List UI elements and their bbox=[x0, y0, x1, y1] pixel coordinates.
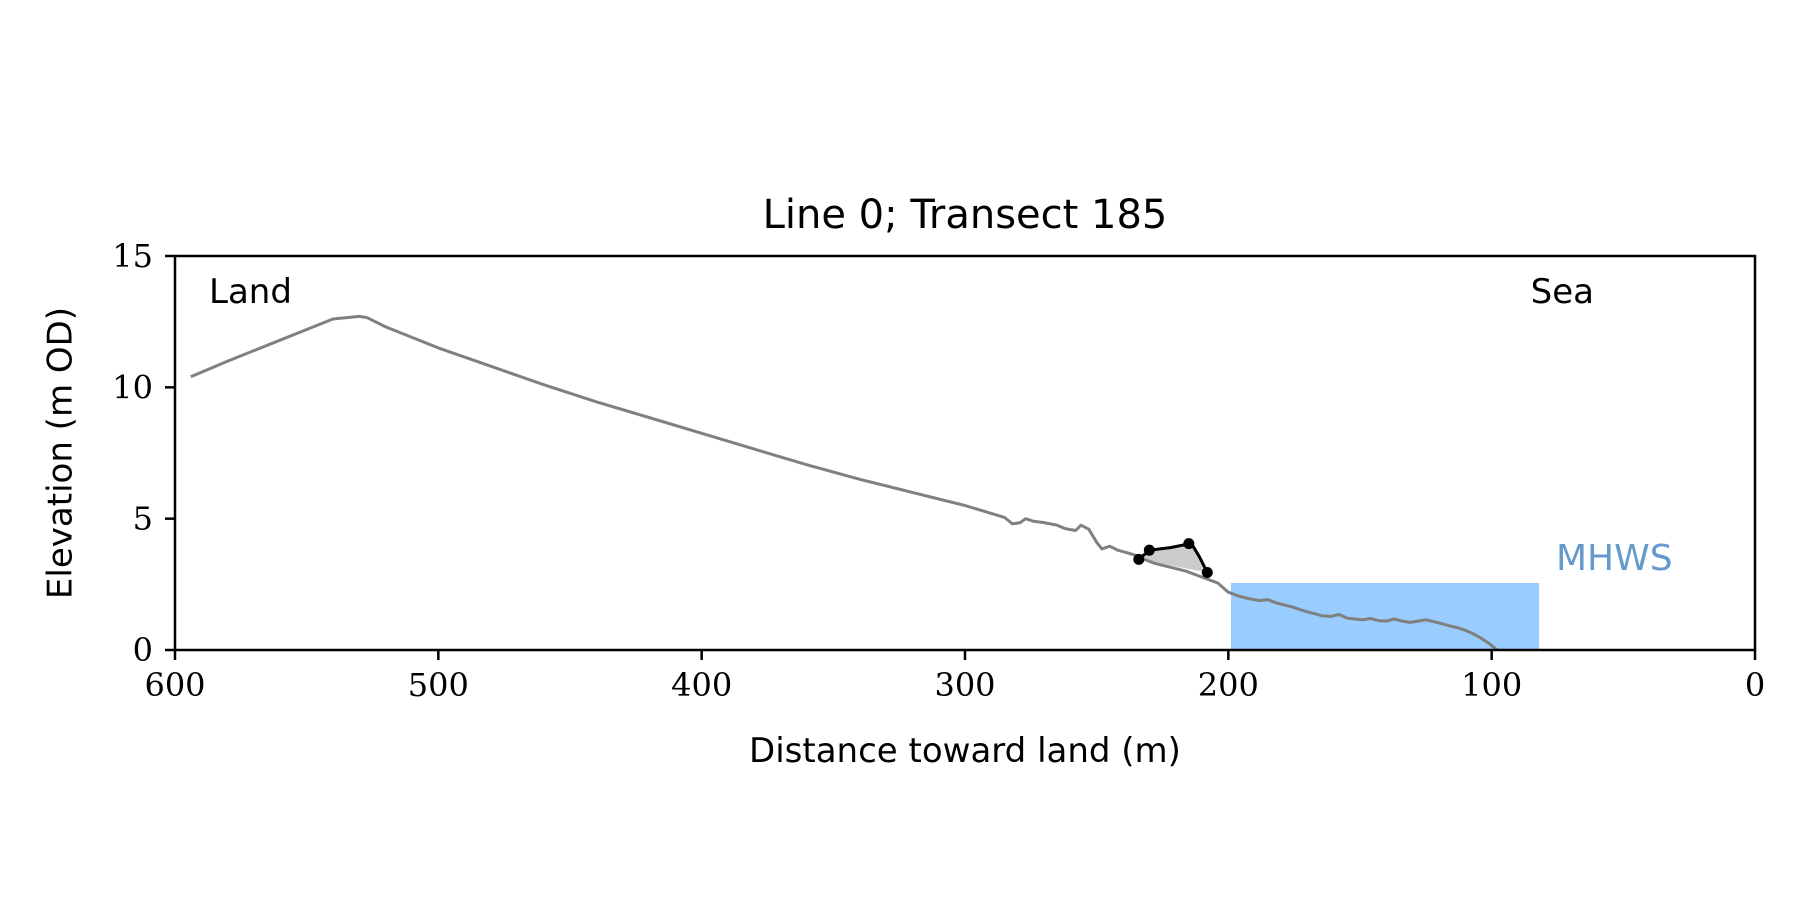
x-tick-label-100: 100 bbox=[1461, 666, 1522, 704]
highlight-marker-3 bbox=[1201, 567, 1213, 579]
highlight-marker-2 bbox=[1183, 538, 1195, 550]
y-tick-label-0: 0 bbox=[133, 631, 153, 669]
water-region bbox=[1230, 583, 1540, 650]
markers-layer bbox=[1133, 538, 1213, 579]
y-axis-label: Elevation (m OD) bbox=[41, 307, 81, 599]
water-layer bbox=[1230, 583, 1540, 650]
y-tick-label-15: 15 bbox=[112, 237, 153, 275]
profile-line bbox=[190, 314, 1498, 652]
x-tick-label-200: 200 bbox=[1198, 666, 1259, 704]
land-annotation: Land bbox=[209, 272, 292, 312]
x-tick-label-0: 0 bbox=[1745, 666, 1765, 704]
highlight-marker-1 bbox=[1143, 544, 1155, 556]
mhws-annotation: MHWS bbox=[1556, 538, 1673, 579]
y-tick-label-5: 5 bbox=[133, 500, 153, 538]
highlight-marker-0 bbox=[1133, 553, 1145, 565]
sea-annotation: Sea bbox=[1531, 272, 1594, 312]
y-tick-label-10: 10 bbox=[112, 368, 153, 406]
ticks-layer: 600 500 400 300 200 100 0 0 5 10 15 bbox=[112, 237, 1765, 704]
x-axis-label: Distance toward land (m) bbox=[749, 731, 1181, 771]
x-tick-label-500: 500 bbox=[408, 666, 469, 704]
x-tick-label-600: 600 bbox=[144, 666, 205, 704]
x-tick-label-400: 400 bbox=[671, 666, 732, 704]
x-tick-label-300: 300 bbox=[934, 666, 995, 704]
chart-title: Line 0; Transect 185 bbox=[763, 192, 1168, 238]
